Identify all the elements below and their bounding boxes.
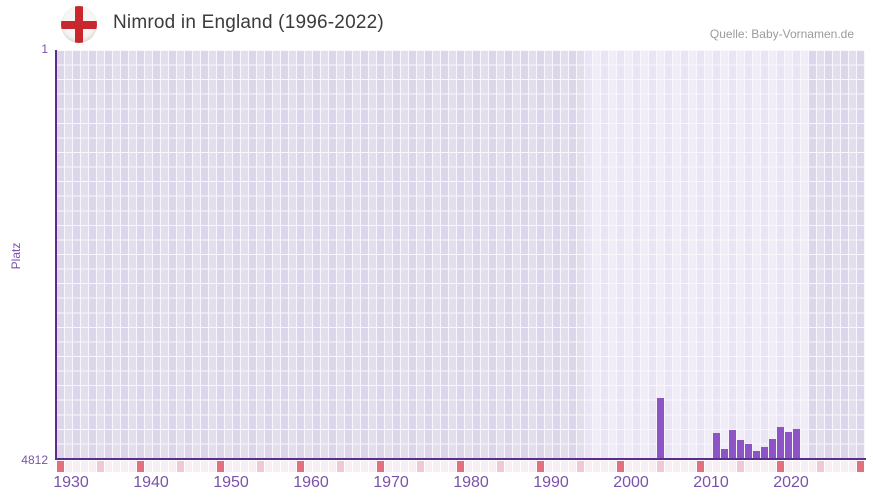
y-axis-line: [55, 50, 57, 460]
england-flag-icon: [61, 6, 97, 43]
x-axis-ticks: 1930 1940 1950 1960 1970 1980 1990 2000 2010 2020: [53, 474, 865, 496]
x-tick-label-2020: 2020: [773, 474, 809, 491]
bar-2012: [713, 433, 720, 458]
x-tick-label-1990: 1990: [533, 474, 569, 491]
bar-2015: [737, 440, 744, 458]
x-tick-label-1940: 1940: [133, 474, 169, 491]
bar-2005: [657, 398, 664, 458]
bar-2013: [721, 449, 728, 458]
x-tick-label-1930: 1930: [53, 474, 89, 491]
x-tick-label-2010: 2010: [693, 474, 729, 491]
y-axis-top-tick: 1: [41, 42, 48, 56]
bar-2020: [777, 427, 784, 458]
bar-2017: [753, 451, 760, 458]
y-axis-label: Platz: [9, 242, 23, 270]
y-axis-bottom-tick: 4812: [21, 453, 48, 467]
x-tick-label-1970: 1970: [373, 474, 409, 491]
bar-2014: [729, 430, 736, 458]
flag-cross-horizontal: [61, 20, 97, 29]
x-tick-label-2000: 2000: [613, 474, 649, 491]
x-tick-label-1950: 1950: [213, 474, 249, 491]
x-axis-line: [55, 458, 866, 460]
bar-2021: [785, 432, 792, 458]
bar-2022: [793, 429, 800, 458]
bar-2016: [745, 444, 752, 458]
source-credit: Quelle: Baby-Vornamen.de: [709, 27, 854, 41]
plot-bars: [57, 50, 865, 458]
chart-title: Nimrod in England (1996-2022): [113, 12, 384, 33]
bar-2019: [769, 439, 776, 458]
x-tick-label-1980: 1980: [453, 474, 489, 491]
plot-area: [57, 50, 865, 458]
bar-2018: [761, 447, 768, 458]
x-tick-label-1960: 1960: [293, 474, 329, 491]
x-axis-year-strip: [57, 461, 865, 472]
